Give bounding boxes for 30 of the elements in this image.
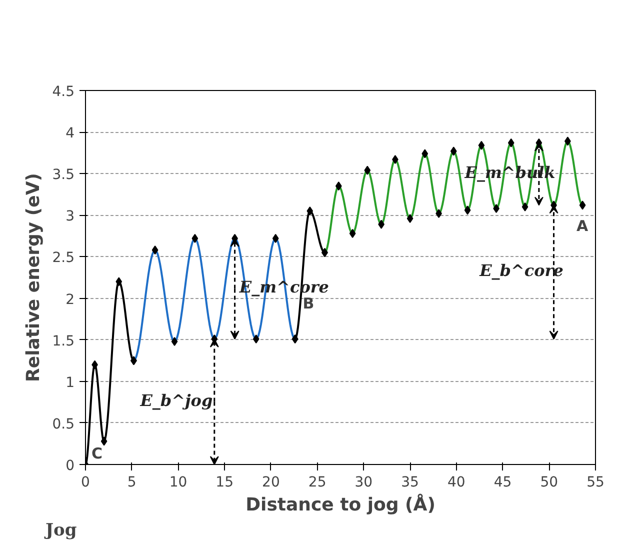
x-tick-label: 25 (308, 474, 326, 490)
x-tick-label: 15 (216, 474, 234, 490)
annotation: E_b^core (478, 261, 564, 280)
text: Jog (44, 520, 77, 540)
annotation: C (92, 444, 103, 462)
y-tick-label: 1.5 (52, 333, 74, 350)
y-tick-label: 0.5 (52, 416, 74, 432)
annotation: A (576, 217, 589, 236)
annotation: E_b^jog (139, 390, 213, 410)
y-tick-label: 4.5 (52, 84, 74, 100)
x-tick-label: 35 (401, 474, 419, 490)
x-tick-label: 0 (81, 474, 90, 490)
x-tick-label: 20 (262, 474, 280, 490)
x-tick-label: 5 (127, 474, 136, 490)
annotation: B (302, 294, 314, 313)
x-axis-title: Distance to jog (Å) (246, 494, 436, 516)
x-tick-label: 40 (448, 474, 466, 490)
x-tick-label: 30 (354, 474, 373, 490)
y-tick-label: 0 (66, 458, 75, 474)
y-tick-label: 2 (66, 292, 75, 308)
x-tick-label: 10 (169, 474, 188, 490)
x-tick-label: 50 (540, 474, 558, 490)
y-tick-label: 3 (66, 208, 75, 225)
y-tick-label: 3.5 (52, 167, 74, 184)
x-tick-label: 45 (494, 474, 512, 490)
x-tick-label: 55 (586, 474, 604, 490)
y-tick-label: 1 (66, 374, 75, 391)
y-tick-label: 2.5 (52, 250, 74, 266)
y-axis-title: Relative energy (eV) (23, 173, 44, 382)
y-tick-label: 4 (66, 126, 75, 142)
